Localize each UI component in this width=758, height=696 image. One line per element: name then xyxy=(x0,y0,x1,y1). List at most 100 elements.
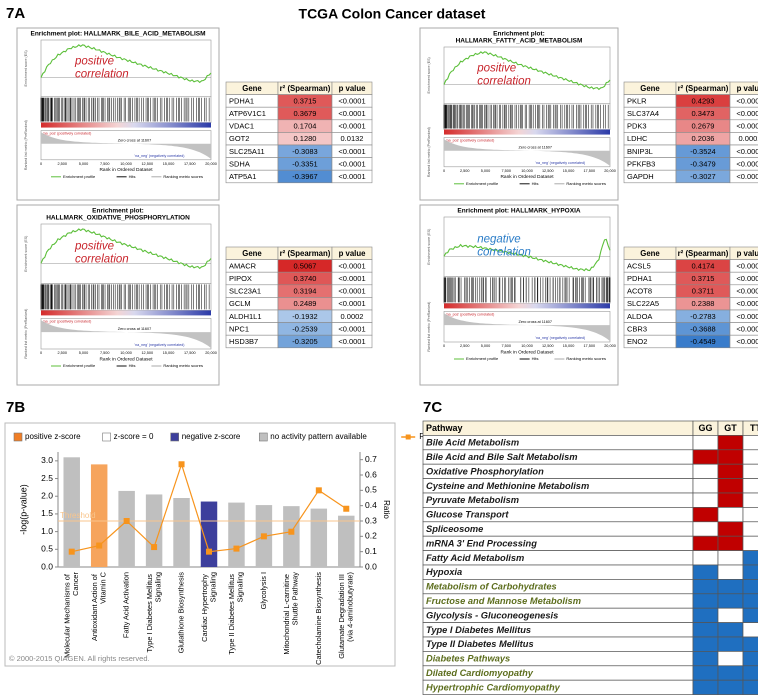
pathway-name: mRNA 3' End Processing xyxy=(426,538,537,548)
bar xyxy=(338,515,355,567)
rank-colorbar xyxy=(444,303,610,309)
x-tick-label: 12,500 xyxy=(141,162,153,166)
p-value: 0.0002 xyxy=(341,312,364,321)
pathway-name: Metabolism of Carbohydrates xyxy=(426,582,557,592)
gene-name: PFKFB3 xyxy=(627,159,655,168)
x-tick-label: 20,000 xyxy=(205,162,217,166)
legend-label: Hits xyxy=(129,174,136,179)
table-header: r² (Spearman) xyxy=(280,249,331,258)
x-tick-label: Glutathione Biosynthesis xyxy=(176,572,185,654)
p-value: <0.0001 xyxy=(338,337,365,346)
annotation-line: correlation xyxy=(75,254,129,266)
legend-label: Hits xyxy=(129,363,136,368)
y2-tick-label: 0.6 xyxy=(365,469,377,479)
x-tick-label: Cardiac Hypertrophy Signaling xyxy=(200,572,218,642)
correlation: 0.3740 xyxy=(294,274,317,283)
gene-name: SLC23A1 xyxy=(229,287,261,296)
correlation: -0.3351 xyxy=(292,159,317,168)
x-tick-label: 20,000 xyxy=(604,344,616,348)
pathway-name: Oxidative Phosphorylation xyxy=(426,466,544,476)
status-cell xyxy=(742,492,758,508)
table-cell xyxy=(729,334,758,349)
p-value: <0.0001 xyxy=(736,122,758,131)
correlation: 0.4174 xyxy=(692,261,715,270)
hits-plot xyxy=(40,283,212,311)
annotation-line: positive xyxy=(74,56,114,68)
pathway-name: Type I Diabetes Mellitus xyxy=(426,625,531,635)
x-tick-label: 10,000 xyxy=(521,169,533,173)
table-header: r² (Spearman) xyxy=(280,84,331,93)
gene-name: CBR3 xyxy=(627,324,647,333)
table-header: p value xyxy=(339,249,367,258)
status-cell xyxy=(717,550,744,566)
status-cell xyxy=(692,593,719,609)
status-cell xyxy=(717,579,744,595)
gene-name: PIPOX xyxy=(229,274,252,283)
zero-cross: Zero cross at 11607 xyxy=(519,320,553,324)
table-header: r² (Spearman) xyxy=(678,249,729,258)
p-value: <0.0001 xyxy=(338,287,365,296)
pathway-name: Glucose Transport xyxy=(426,510,509,520)
figure-title: TCGA Colon Cancer dataset xyxy=(299,6,486,22)
table-header: Gene xyxy=(242,249,262,258)
status-cell xyxy=(742,521,758,537)
legend-swatch xyxy=(405,434,411,440)
status-cell xyxy=(692,636,719,652)
bar xyxy=(118,490,135,567)
pathway-name: Bile Acid Metabolism xyxy=(426,438,519,448)
status-cell xyxy=(717,449,744,465)
pos-label: 'na_pos' (positively correlated) xyxy=(446,139,494,143)
x-tick-label: Antioxidant Action of Vitamin C xyxy=(90,571,108,641)
y-tick-label: 0.5 xyxy=(41,544,53,554)
gene-name: SDHA xyxy=(229,159,250,168)
x-tick-label: 10,000 xyxy=(120,162,132,166)
status-cell xyxy=(742,564,758,580)
legend-label: Ranking metric scores xyxy=(566,356,606,361)
x-tick-label: 20,000 xyxy=(205,351,217,355)
correlation: 0.2388 xyxy=(692,299,715,308)
annotation-line: negative xyxy=(477,234,520,246)
x-tick-label: Fatty Acid Activation xyxy=(122,572,131,638)
status-cell xyxy=(717,665,744,681)
plot-title: HALLMARK_OXIDATIVE_PHOSPHORYLATION xyxy=(46,215,190,222)
status-cell xyxy=(692,579,719,595)
ratio-marker xyxy=(68,548,75,555)
x-tick-label: 2,500 xyxy=(57,162,67,166)
x-tick-label: Molecular Mechanisms of Cancer xyxy=(62,571,80,657)
p-value: <0.0001 xyxy=(736,261,758,270)
status-cell xyxy=(692,463,719,479)
x-tick-label: Glycolysis I xyxy=(259,572,268,609)
status-cell xyxy=(692,507,719,523)
gene-name: SLC25A11 xyxy=(229,147,265,156)
table-header: TT xyxy=(750,423,758,433)
status-cell xyxy=(717,564,744,580)
x-tick-label: 10,000 xyxy=(120,351,132,355)
y-axis-label: -log(p-value) xyxy=(18,484,28,535)
y2-tick-label: 0.0 xyxy=(365,561,377,571)
annotation: negative correlation xyxy=(477,234,531,259)
panel-label: 7C xyxy=(423,399,442,416)
gene-name: GAPDH xyxy=(627,172,654,181)
table-header: p value xyxy=(339,84,367,93)
x-axis-label: Rank in Ordered Dataset xyxy=(500,174,554,180)
status-cell xyxy=(692,435,719,451)
ratio-marker xyxy=(260,533,267,540)
legend-swatch xyxy=(13,432,23,442)
x-tick-label: Type II Diabetes Mellitus Signaling xyxy=(227,572,245,655)
correlation: 0.4293 xyxy=(692,96,715,105)
gene-name: ACSL5 xyxy=(627,261,651,270)
gene-name: GOT2 xyxy=(229,134,249,143)
p-value: <0.0001 xyxy=(338,147,365,156)
status-cell xyxy=(742,679,758,695)
correlation: 0.3194 xyxy=(294,287,317,296)
pos-label: 'na_pos' (positively correlated) xyxy=(43,132,91,136)
axis-label: Enrichment score (ES) xyxy=(24,236,28,272)
legend-swatch xyxy=(102,432,111,442)
p-value: <0.0001 xyxy=(338,96,365,105)
gene-name: PDHA1 xyxy=(627,274,652,283)
status-cell xyxy=(717,622,744,638)
pathway-name: Fatty Acid Metabolism xyxy=(426,553,524,563)
table-header-cell xyxy=(422,420,694,436)
y2-tick-label: 0.3 xyxy=(365,515,377,525)
correlation: -0.3205 xyxy=(292,337,317,346)
